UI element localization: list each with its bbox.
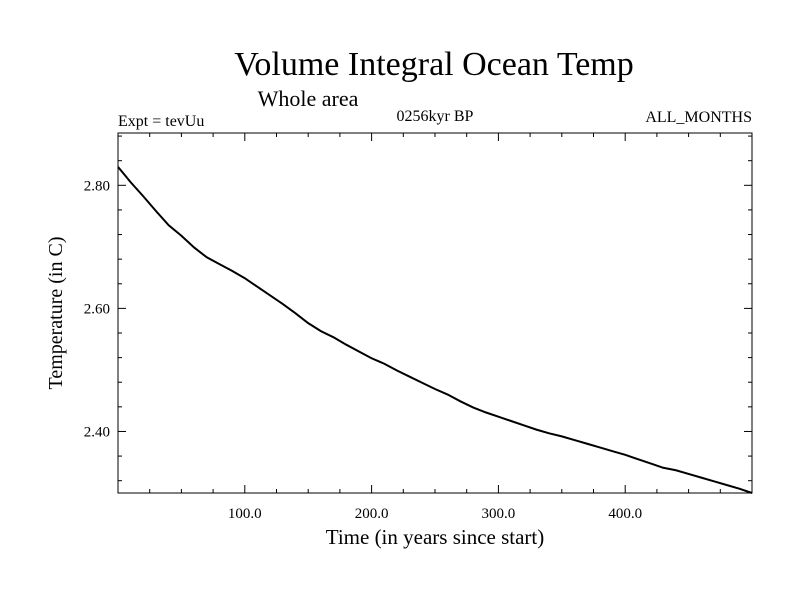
x-tick-label: 100.0: [228, 506, 262, 522]
y-axis-label: Temperature (in C): [45, 237, 67, 390]
months-label: ALL_MONTHS: [645, 109, 752, 126]
x-tick-label: 400.0: [608, 506, 642, 522]
x-tick-label: 300.0: [482, 506, 516, 522]
temperature-series-line: [117, 166, 753, 494]
chart-subtitle: Whole area: [258, 86, 359, 111]
x-axis-label: Time (in years since start): [326, 525, 545, 549]
y-tick-label: 2.60: [84, 301, 110, 317]
y-tick-label: 2.80: [84, 178, 110, 194]
y-tick-label: 2.40: [84, 424, 110, 440]
x-tick-label: 200.0: [355, 506, 389, 522]
y-axis-ticks: 2.40 2.60 2.80: [84, 135, 752, 482]
experiment-label: Expt = tevUu: [118, 113, 204, 130]
period-label: 0256kyr BP: [397, 108, 474, 125]
x-axis-ticks: 100.0 200.0 300.0 400.0: [149, 133, 721, 522]
plot-frame: [117, 132, 753, 494]
chart-title: Volume Integral Ocean Temp: [234, 46, 634, 83]
